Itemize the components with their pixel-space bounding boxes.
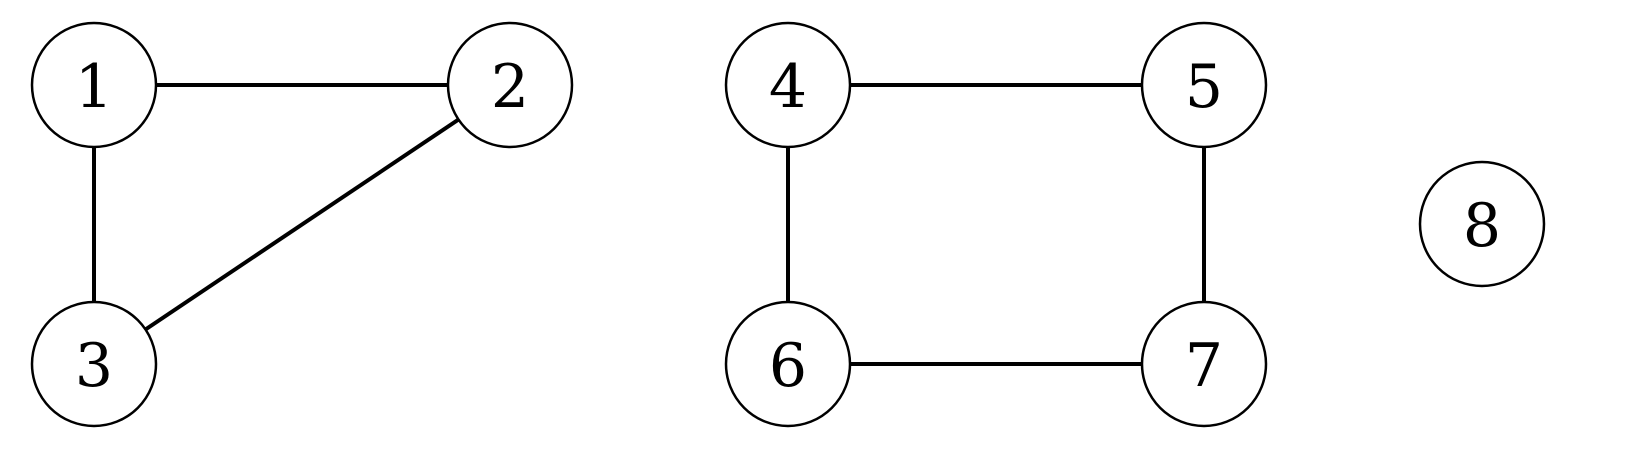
node-3: 3 <box>30 300 158 428</box>
node-circle <box>1140 21 1268 149</box>
node-circle <box>724 21 852 149</box>
edge-2-3 <box>92 83 512 366</box>
node-circle <box>1418 160 1546 288</box>
node-label: 3 <box>75 331 113 401</box>
edges-layer <box>92 83 1206 366</box>
node-label: 1 <box>75 52 113 122</box>
node-circle <box>724 300 852 428</box>
node-label: 8 <box>1463 191 1501 261</box>
node-label: 2 <box>491 52 529 122</box>
node-4: 4 <box>724 21 852 149</box>
node-label: 4 <box>769 52 807 122</box>
node-label: 6 <box>769 331 807 401</box>
node-7: 7 <box>1140 300 1268 428</box>
node-5: 5 <box>1140 21 1268 149</box>
node-circle <box>446 21 574 149</box>
node-circle <box>30 300 158 428</box>
node-label: 7 <box>1185 331 1223 401</box>
nodes-layer: 1 2 3 4 5 6 7 8 <box>30 21 1546 428</box>
node-1: 1 <box>30 21 158 149</box>
node-label: 5 <box>1185 52 1223 122</box>
node-6: 6 <box>724 300 852 428</box>
node-circle <box>30 21 158 149</box>
node-2: 2 <box>446 21 574 149</box>
node-circle <box>1140 300 1268 428</box>
node-8: 8 <box>1418 160 1546 288</box>
